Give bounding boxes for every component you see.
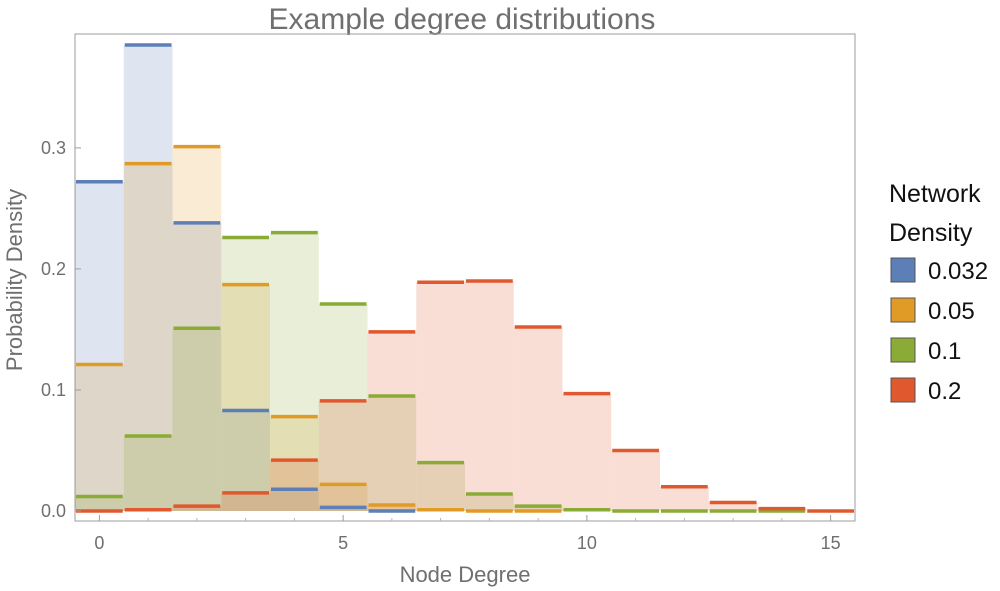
bar-0.05-bin-1 — [123, 163, 173, 512]
x-tick-label-15: 15 — [821, 533, 841, 553]
bar-0.1-bin-1 — [123, 435, 173, 511]
series-0.2-steps — [76, 279, 854, 513]
bar-0.1-bin-4 — [270, 232, 319, 511]
bar-0.2-bin-13 — [708, 502, 758, 511]
legend-swatch — [890, 257, 916, 283]
legend-swatch — [890, 337, 916, 363]
bar-0.2-bin-4 — [270, 460, 319, 511]
bar-0.2-bin-11 — [611, 450, 660, 511]
legend-items: 0.032 0.05 0.1 0.2 — [890, 257, 988, 405]
y-tick-label-0.3: 0.3 — [41, 138, 66, 158]
bar-0.1-bin-0 — [75, 496, 124, 511]
series-layer — [75, 43, 854, 513]
legend-swatch — [890, 377, 916, 403]
bar-0.2-bin-6 — [367, 331, 417, 511]
bar-0.2-bin-10 — [562, 393, 612, 511]
legend-item-0.05: 0.05 — [890, 297, 975, 325]
y-tick-label-0.1: 0.1 — [41, 380, 66, 400]
bar-0.1-bin-5 — [318, 304, 368, 511]
x-tick-label-0: 0 — [94, 533, 104, 553]
series-0.032-steps — [76, 43, 416, 513]
bar-0.1-bin-3 — [221, 237, 270, 511]
legend-item-0.032: 0.032 — [890, 257, 988, 285]
bar-0.1-bin-8 — [465, 494, 514, 511]
legend-title-line-1: Network — [889, 180, 981, 208]
bar-0.1-bin-2 — [172, 328, 222, 511]
legend-label: 0.1 — [928, 338, 961, 365]
x-tick-label-10: 10 — [577, 533, 597, 553]
legend-label: 0.05 — [928, 298, 975, 325]
bar-0.2-bin-9 — [513, 327, 563, 511]
bar-0.05-bin-0 — [75, 364, 124, 511]
bar-0.032-bin-2 — [172, 222, 222, 511]
bar-0.032-bin-0 — [75, 181, 124, 511]
bar-0.05-bin-4 — [270, 416, 319, 511]
y-tick-label-0.0: 0.0 — [41, 501, 66, 521]
bar-0.032-bin-1 — [123, 45, 173, 511]
bar-0.2-bin-5 — [318, 400, 368, 511]
legend-item-0.2: 0.2 — [890, 377, 961, 405]
series-0.1-bars — [75, 232, 612, 511]
y-tick-label-0.2: 0.2 — [41, 259, 66, 279]
bar-0.2-bin-12 — [660, 486, 709, 511]
bar-0.1-bin-6 — [367, 396, 417, 511]
bar-0.2-bin-7 — [416, 282, 465, 511]
bar-0.1-bin-7 — [416, 462, 465, 511]
chart-title: Example degree distributions — [269, 3, 656, 36]
bar-0.05-bin-6 — [367, 504, 417, 511]
series-0.05-steps — [76, 144, 562, 513]
legend-swatch — [890, 297, 916, 323]
plot-frame — [74, 33, 856, 522]
legend: Network Density 0.032 0.05 0.1 0.2 — [889, 180, 988, 405]
bar-0.05-bin-3 — [221, 284, 270, 511]
legend-label: 0.2 — [928, 378, 961, 405]
bar-0.1-bin-9 — [513, 506, 563, 511]
bar-0.032-bin-5 — [318, 507, 368, 511]
y-axis-label: Probability Density — [2, 189, 27, 371]
bar-0.2-bin-3 — [221, 492, 270, 511]
legend-label: 0.032 — [928, 258, 988, 285]
x-tick-label-5: 5 — [338, 533, 348, 553]
legend-title-line-2: Density — [889, 219, 973, 247]
legend-item-0.1: 0.1 — [890, 337, 961, 365]
series-0.2-bars — [123, 281, 807, 511]
bar-0.032-bin-4 — [270, 489, 319, 511]
bar-0.2-bin-2 — [172, 506, 222, 511]
bar-0.2-bin-8 — [465, 281, 514, 511]
x-axis-label: Node Degree — [400, 562, 531, 587]
axis-layer: 0 5 10 15 0.0 0.1 0.2 0.3 — [41, 138, 841, 553]
series-0.1-steps — [76, 230, 806, 513]
